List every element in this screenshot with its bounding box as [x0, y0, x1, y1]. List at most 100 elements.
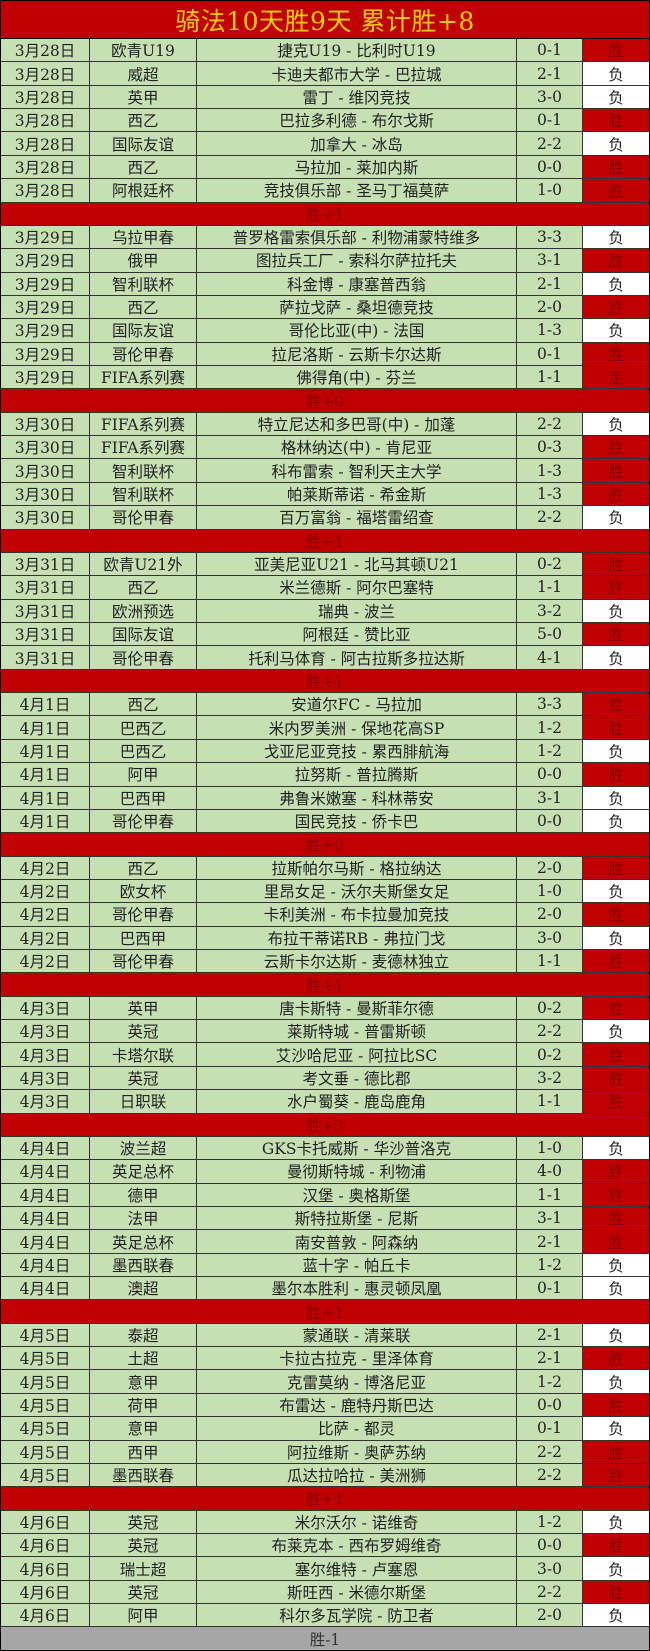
result-cell: 负	[583, 1370, 649, 1393]
table-row: 4月1日 西乙 安道尔FC - 马拉加 3-3 胜	[1, 693, 649, 717]
table-row: 4月2日 哥伦甲春 云斯卡尔达斯 - 麦德林独立 1-1 胜	[1, 950, 649, 974]
fixture-cell: 巴拉多利德 - 布尔戈斯	[197, 109, 517, 132]
score-cell: 2-1	[517, 1347, 583, 1370]
match-date-cell: 3月30日	[1, 459, 90, 482]
league-cell: 哥伦甲春	[90, 646, 197, 669]
table-row: 3月29日 哥伦甲春 拉尼洛斯 - 云斯卡尔达斯 0-1 胜	[1, 342, 649, 367]
score-cell: 1-0	[517, 879, 583, 903]
league-cell: 意甲	[90, 1370, 197, 1393]
fixture-cell: 竞技俱乐部 - 圣马丁福莫萨	[197, 179, 517, 202]
result-cell: 胜	[583, 856, 649, 879]
match-date-cell: 4月1日	[1, 809, 90, 833]
league-cell: 哥伦甲春	[90, 342, 197, 366]
score-cell: 3-0	[517, 926, 583, 950]
score-cell: 3-3	[517, 225, 583, 249]
fixture-cell: 克雷莫纳 - 博洛尼亚	[197, 1370, 517, 1393]
league-cell: 哥伦甲春	[90, 903, 197, 926]
table-row: 4月4日 法甲 斯特拉斯堡 - 尼斯 3-1 胜	[1, 1206, 649, 1231]
fixture-cell: 卡拉古拉克 - 里泽体育	[197, 1347, 517, 1370]
league-cell: 欧青U19	[90, 39, 197, 62]
fixture-cell: 图拉兵工厂 - 索科尔萨拉托夫	[197, 249, 517, 272]
fixture-cell: 唐卡斯特 - 曼斯菲尔德	[197, 996, 517, 1020]
score-cell: 0-0	[517, 809, 583, 833]
table-row: 3月29日 智利联杯 科金博 - 康塞普西翁 2-1 负	[1, 272, 649, 296]
result-cell: 负	[583, 809, 649, 833]
result-cell: 胜	[583, 1580, 649, 1604]
match-date-cell: 4月2日	[1, 856, 90, 879]
league-cell: 西乙	[90, 109, 197, 132]
table-row: 3月31日 欧青U21外 亚美尼亚U21 - 北马其顿U21 0-2 胜	[1, 552, 649, 577]
fixture-cell: 瑞典 - 波兰	[197, 599, 517, 622]
table-row: 4月6日 英冠 斯旺西 - 米德尔斯堡 2-2 胜	[1, 1580, 649, 1605]
table-row: 4月4日 墨西联春 蓝十字 - 帕丘卡 1-2 负	[1, 1253, 649, 1278]
table-row: 3月28日 西乙 巴拉多利德 - 布尔戈斯 0-1 胜	[1, 109, 649, 133]
day-summary-row: 胜+1	[1, 1300, 649, 1324]
fixture-cell: 布莱克本 - 西布罗姆维奇	[197, 1534, 517, 1557]
table-row: 3月28日 西乙 马拉加 - 莱加内斯 0-0 胜	[1, 155, 649, 180]
match-date-cell: 3月29日	[1, 225, 90, 249]
match-date-cell: 3月28日	[1, 109, 90, 132]
match-date-cell: 4月5日	[1, 1440, 90, 1463]
fixture-cell: 萨拉戈萨 - 桑坦德竞技	[197, 295, 517, 319]
score-cell: 4-1	[517, 646, 583, 669]
table-row: 4月3日 英甲 唐卡斯特 - 曼斯菲尔德 0-2 胜	[1, 996, 649, 1021]
fixture-cell: 米兰德斯 - 阿尔巴塞特	[197, 576, 517, 599]
league-cell: 英足总杯	[90, 1160, 197, 1183]
fixture-cell: 蒙通联 - 清莱联	[197, 1323, 517, 1347]
table-row: 3月31日 国际友谊 阿根廷 - 赞比亚 5-0 胜	[1, 622, 649, 647]
fixture-cell: 哥伦比亚(中) - 法国	[197, 319, 517, 342]
score-cell: 3-0	[517, 85, 583, 109]
league-cell: 荷甲	[90, 1393, 197, 1417]
table-row: 4月5日 土超 卡拉古拉克 - 里泽体育 2-1 胜	[1, 1347, 649, 1371]
league-cell: 英甲	[90, 996, 197, 1020]
match-date-cell: 4月1日	[1, 693, 90, 716]
league-cell: 西乙	[90, 693, 197, 716]
score-cell: 1-2	[517, 716, 583, 739]
fixture-cell: 塞尔维特 - 卢塞恩	[197, 1557, 517, 1580]
result-cell: 胜	[583, 249, 649, 272]
result-cell: 负	[583, 1136, 649, 1160]
result-cell: 负	[583, 62, 649, 85]
score-cell: 0-1	[517, 109, 583, 132]
table-row: 4月4日 波兰超 GKS卡托威斯 - 华沙普洛克 1-0 负	[1, 1136, 649, 1161]
match-date-cell: 4月5日	[1, 1417, 90, 1440]
league-cell: 智利联杯	[90, 459, 197, 482]
table-row: 3月29日 国际友谊 哥伦比亚(中) - 法国 1-3 负	[1, 319, 649, 343]
result-cell: 胜	[583, 950, 649, 973]
result-cell: 胜	[583, 622, 649, 646]
table-row: 4月1日 巴西乙 米内罗美洲 - 保地花高SP 1-2 胜	[1, 716, 649, 740]
result-cell: 胜	[583, 996, 649, 1020]
fixture-cell: 墨尔本胜利 - 惠灵顿凤凰	[197, 1277, 517, 1300]
fixture-cell: 佛得角(中) - 芬兰	[197, 366, 517, 389]
fixture-cell: 布雷达 - 鹿特丹斯巴达	[197, 1393, 517, 1417]
result-cell: 胜	[583, 693, 649, 716]
table-row: 4月6日 英冠 米尔沃尔 - 诺维奇 1-2 负	[1, 1510, 649, 1534]
match-date-cell: 3月29日	[1, 249, 90, 272]
result-cell: 负	[583, 1253, 649, 1277]
match-date-cell: 3月28日	[1, 132, 90, 155]
fixture-cell: 莱斯特城 - 普雷斯顿	[197, 1020, 517, 1043]
score-cell: 0-1	[517, 1417, 583, 1440]
match-date-cell: 4月1日	[1, 716, 90, 739]
score-cell: 5-0	[517, 622, 583, 646]
league-cell: 国际友谊	[90, 319, 197, 342]
match-date-cell: 3月29日	[1, 295, 90, 319]
table-row: 4月2日 巴西甲 布拉干蒂诺RB - 弗拉门戈 3-0 负	[1, 926, 649, 951]
match-date-cell: 3月30日	[1, 412, 90, 436]
league-cell: 国际友谊	[90, 132, 197, 155]
score-cell: 2-2	[517, 1580, 583, 1604]
score-cell: 1-0	[517, 179, 583, 202]
match-date-cell: 4月4日	[1, 1230, 90, 1253]
match-date-cell: 4月6日	[1, 1580, 90, 1604]
match-date-cell: 3月28日	[1, 62, 90, 85]
fixture-cell: 百万富翁 - 福塔雷绍查	[197, 506, 517, 529]
table-row: 3月29日 乌拉甲春 普罗格雷索俱乐部 - 利物浦蒙特维多 3-3 负	[1, 225, 649, 250]
league-cell: 意甲	[90, 1417, 197, 1440]
table-row: 4月5日 意甲 克雷莫纳 - 博洛尼亚 1-2 负	[1, 1370, 649, 1394]
league-cell: 欧洲预选	[90, 599, 197, 622]
result-cell: 胜	[583, 459, 649, 482]
match-date-cell: 3月30日	[1, 436, 90, 459]
fixture-cell: 艾沙哈尼亚 - 阿拉比SC	[197, 1043, 517, 1066]
match-date-cell: 4月3日	[1, 1020, 90, 1043]
match-date-cell: 4月2日	[1, 926, 90, 950]
